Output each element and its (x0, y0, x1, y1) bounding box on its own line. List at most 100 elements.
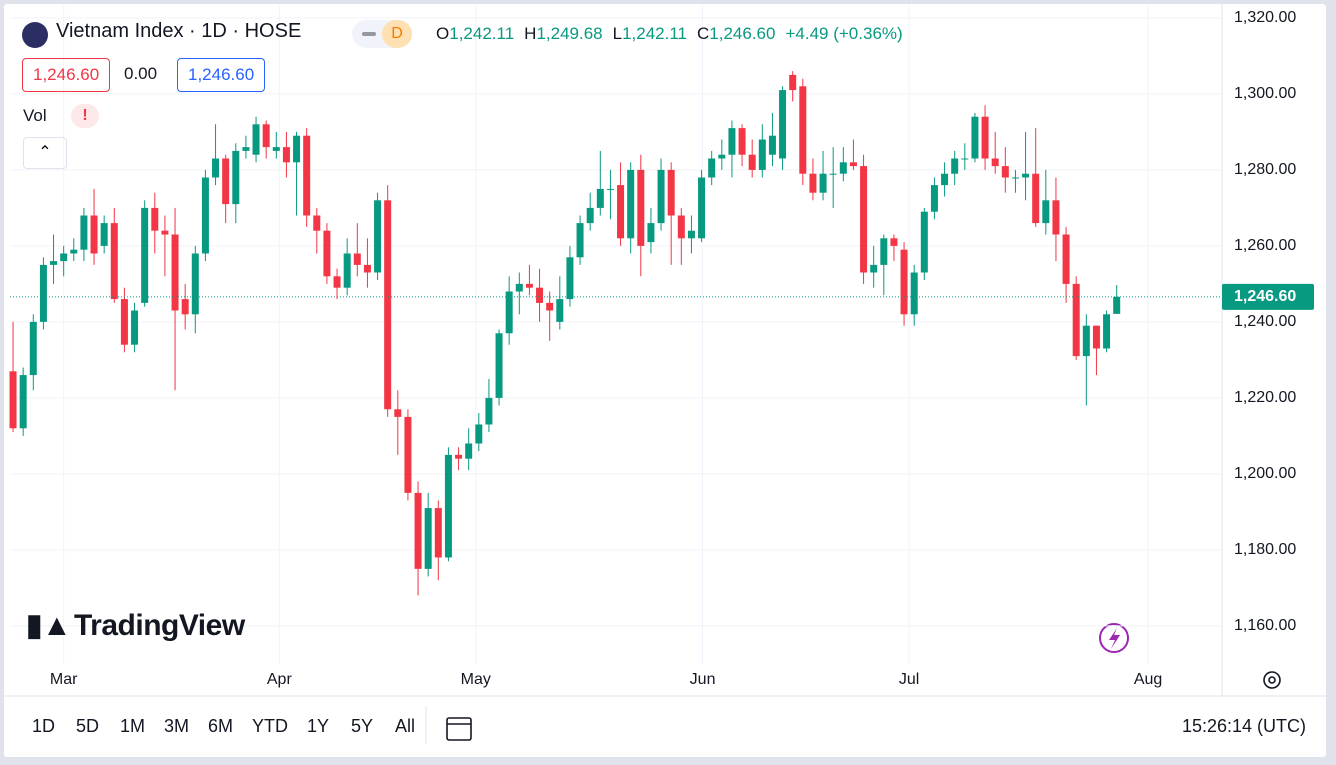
candle-body (90, 215, 98, 254)
candle-body (900, 249, 908, 315)
candle-body (708, 158, 716, 178)
candles (9, 71, 1121, 596)
range-button[interactable]: 3M (164, 716, 190, 736)
candle-body (789, 74, 797, 91)
candle-body (647, 223, 655, 243)
ohlc-value: 1,249.68 (536, 24, 603, 43)
range-button[interactable]: 1Y (307, 716, 330, 736)
candle-body (1113, 296, 1121, 314)
range-button[interactable]: All (395, 716, 416, 736)
candle-body (1082, 325, 1090, 357)
candle-body (232, 150, 240, 205)
candle-body (768, 135, 776, 155)
collapse-button[interactable]: ⌃ (23, 137, 67, 169)
x-tick-label: Jun (690, 671, 716, 688)
candle-body (677, 215, 685, 239)
range-button[interactable]: 1D (32, 716, 56, 736)
y-tick-label: 1,280.00 (1234, 161, 1296, 178)
candle-body (191, 253, 199, 315)
y-tick-label: 1,300.00 (1234, 85, 1296, 102)
candle-body (941, 173, 949, 186)
candle-body (495, 333, 503, 398)
candle-body (171, 234, 179, 311)
candle-body (1022, 173, 1030, 178)
candle-body (718, 154, 726, 159)
range-button[interactable]: 5D (76, 716, 100, 736)
candle-body (566, 257, 574, 300)
candle-body (131, 310, 139, 345)
candle-body (363, 264, 371, 273)
range-button[interactable]: 6M (208, 716, 234, 736)
symbol-title[interactable]: Vietnam Index · 1D · HOSE (56, 20, 302, 42)
grid (10, 5, 1222, 665)
candle-body (444, 454, 452, 558)
candle-body (414, 492, 422, 569)
candle-body (505, 291, 513, 334)
replay-icon[interactable] (1099, 623, 1129, 653)
candle-body (19, 375, 27, 429)
candle-body (141, 207, 149, 303)
candle-body (546, 302, 554, 311)
warning-badge[interactable]: ! (71, 104, 99, 128)
candle-body (161, 230, 169, 235)
candle-body (657, 169, 665, 224)
tradingview-widget: 1,160.00 1,180.00 1,200.00 1,220.00 1,240.00… (4, 4, 1326, 757)
candle-body (384, 200, 392, 410)
candle-body (637, 169, 645, 246)
candle-body (39, 264, 47, 322)
candle-body (1042, 200, 1050, 224)
candle-body (282, 147, 290, 163)
candle-body (212, 158, 220, 178)
ohlc-legend: O1,242.11 H1,249.68 L1,242.11 C1,246.60 +4.4… (436, 24, 903, 44)
candle-body (404, 416, 412, 493)
candle-body (981, 116, 989, 159)
candle-body (110, 223, 118, 300)
candle-body (617, 185, 625, 239)
candle-body (606, 188, 614, 190)
candle-body (627, 169, 635, 239)
x-tick-label: Apr (267, 671, 293, 688)
logo (22, 22, 48, 48)
candle-body (262, 124, 270, 148)
range-button[interactable]: 5Y (351, 716, 374, 736)
candle-body (738, 128, 746, 155)
x-tick-label: Mar (50, 671, 78, 688)
candle-body (991, 158, 999, 167)
y-tick-label: 1,260.00 (1234, 237, 1296, 254)
candle-body (829, 173, 837, 175)
candle-body (971, 116, 979, 159)
candle-body (596, 188, 604, 208)
chart: 1,160.00 1,180.00 1,200.00 1,220.00 1,240.00… (4, 4, 1326, 744)
interval-badge[interactable]: D (352, 20, 412, 48)
candle-body (930, 185, 938, 212)
candle-body (525, 283, 533, 288)
candle-body (860, 166, 868, 273)
candle-body (424, 508, 432, 569)
candle-body (687, 230, 695, 239)
candle-body (242, 147, 250, 151)
candle-body (333, 276, 341, 288)
candle-body (272, 147, 280, 151)
indicator-label: Vol (23, 106, 47, 125)
candle-body (485, 397, 493, 425)
y-tick-label: 1,240.00 (1234, 313, 1296, 330)
y-tick-label: 1,180.00 (1234, 541, 1296, 558)
candle-body (1011, 177, 1019, 179)
ohlc-key: H (524, 24, 537, 43)
compare-icon[interactable] (446, 717, 472, 741)
candle-body (181, 299, 189, 315)
bid-box[interactable]: 1,246.60 (22, 58, 111, 92)
settings-icon[interactable] (1263, 671, 1281, 689)
last-price-box (1222, 283, 1314, 310)
range-button[interactable]: 1M (120, 716, 146, 736)
candle-body (515, 283, 523, 292)
candle-body (303, 135, 311, 216)
candle-body (313, 215, 321, 231)
ask-box[interactable]: 1,246.60 (177, 58, 266, 92)
range-button[interactable]: YTD (252, 716, 288, 736)
candle-body (70, 249, 78, 254)
candle-body (951, 158, 959, 174)
ohlc-value: 1,242.11 (622, 24, 688, 43)
candle-body (920, 211, 928, 273)
candle-body (698, 177, 706, 239)
